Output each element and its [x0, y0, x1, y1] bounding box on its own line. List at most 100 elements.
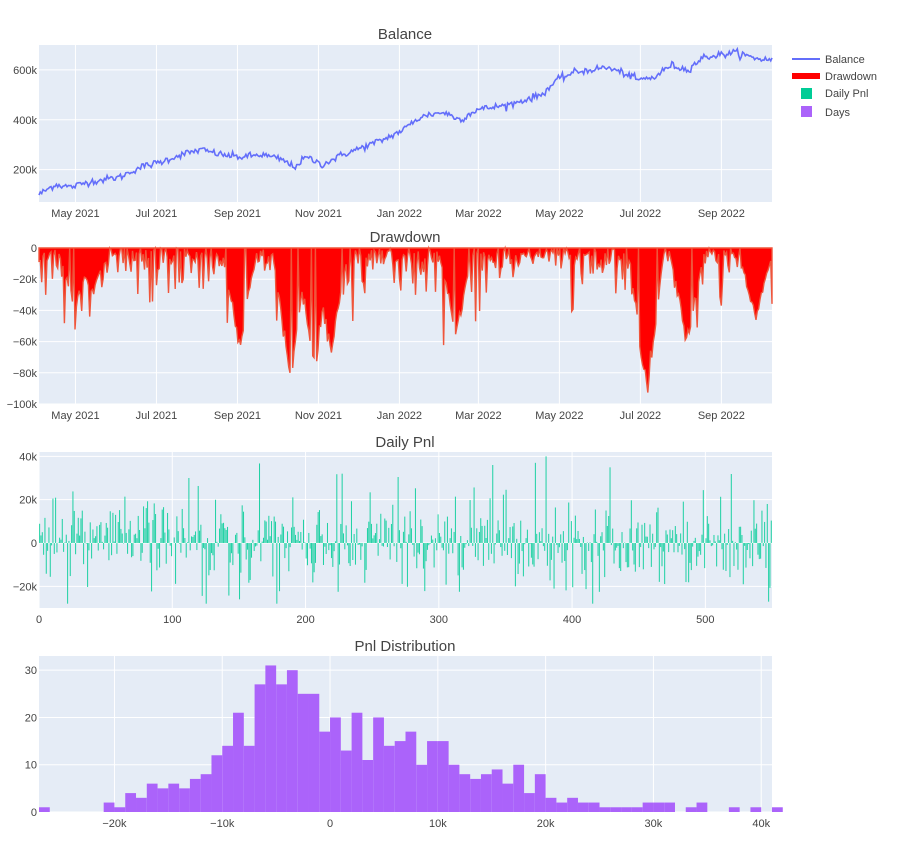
- daily-pnl-bar: [252, 539, 254, 543]
- daily-pnl-bar: [640, 543, 642, 548]
- daily-pnl-bar: [45, 543, 47, 574]
- drawdown-x-tick-label: Sep 2021: [214, 410, 261, 422]
- daily-pnl-bar: [404, 516, 406, 543]
- daily-pnl-bar: [48, 527, 50, 543]
- daily-pnl-bar: [510, 543, 512, 559]
- daily-pnl-bar: [630, 500, 632, 543]
- daily-pnl-bar: [306, 543, 309, 566]
- daily-pnl-bar: [589, 542, 591, 543]
- daily-pnl-bar: [157, 543, 159, 549]
- pnl-distribution-bar: [179, 788, 190, 812]
- daily-pnl-bar: [369, 492, 371, 543]
- daily-pnl-bar: [513, 523, 515, 543]
- daily-pnl-bar: [448, 543, 450, 554]
- daily-pnl-bar: [716, 543, 718, 567]
- pnl-distribution-bar: [728, 807, 740, 812]
- daily-pnl-bar: [538, 532, 540, 543]
- pnl-distribution-bar: [319, 731, 331, 812]
- daily-pnl-bar: [602, 543, 604, 551]
- daily-pnl-bar: [644, 522, 646, 543]
- daily-pnl-bar: [374, 533, 376, 543]
- daily-pnl-bar: [544, 543, 546, 551]
- daily-pnl-bar: [469, 500, 471, 543]
- daily-pnl-bar: [151, 543, 153, 592]
- balance-y-tick-label: 400k: [13, 115, 37, 127]
- daily-pnl-x-tick-label: 400: [563, 614, 581, 626]
- legend-item-balance[interactable]: Balance: [792, 54, 865, 66]
- daily-pnl-bar: [657, 507, 659, 543]
- daily-pnl-bar: [734, 542, 736, 543]
- balance-y-tick-label: 600k: [13, 65, 37, 77]
- daily-pnl-bar: [85, 543, 87, 544]
- daily-pnl-bar: [540, 541, 542, 543]
- legend-item-drawdown[interactable]: Drawdown: [792, 71, 877, 83]
- balance-plot-area: [39, 45, 772, 202]
- daily-pnl-bar: [104, 535, 106, 543]
- daily-pnl-bar: [334, 541, 336, 543]
- balance-x-tick-label: Jul 2021: [136, 208, 178, 220]
- daily-pnl-bar: [132, 543, 134, 557]
- daily-pnl-bar: [378, 539, 380, 543]
- daily-pnl-bar: [100, 522, 102, 543]
- daily-pnl-bar: [605, 510, 607, 543]
- daily-pnl-bar: [689, 543, 691, 563]
- daily-pnl-bar: [686, 521, 688, 543]
- daily-pnl-bar: [769, 543, 771, 588]
- daily-pnl-bar: [217, 543, 219, 547]
- daily-pnl-bar: [188, 477, 190, 543]
- daily-pnl-bar: [582, 536, 584, 543]
- daily-pnl-bar: [366, 528, 368, 543]
- daily-pnl-bar: [480, 518, 482, 543]
- daily-pnl-bar: [410, 528, 412, 543]
- daily-pnl-bar: [352, 543, 354, 560]
- daily-pnl-bar: [638, 543, 640, 568]
- daily-pnl-bar: [584, 543, 586, 571]
- daily-pnl-bar: [149, 543, 151, 563]
- daily-pnl-bar: [95, 536, 97, 543]
- daily-pnl-bar: [56, 543, 58, 553]
- pnl-distribution-bar: [567, 797, 578, 812]
- daily-pnl-bar: [581, 543, 583, 574]
- daily-pnl-bar: [167, 512, 169, 543]
- daily-pnl-bar: [309, 543, 311, 549]
- daily-pnl-bar: [465, 543, 467, 545]
- daily-pnl-bar: [240, 543, 242, 573]
- daily-pnl-ticks: 0 100 200 300 400 500 −20k 0 20k 40k: [13, 451, 715, 626]
- legend-item-daily-pnl[interactable]: Daily Pnl: [801, 88, 868, 100]
- pnl-distribution-x-tick-label: 20k: [537, 818, 555, 830]
- daily-pnl-bar: [488, 543, 490, 560]
- daily-pnl-bar: [76, 533, 78, 543]
- daily-pnl-bar: [193, 534, 195, 543]
- daily-pnl-bar: [304, 542, 306, 543]
- daily-pnl-bar: [453, 531, 455, 543]
- pnl-distribution-bar: [383, 745, 395, 812]
- daily-pnl-bar: [662, 543, 664, 552]
- daily-pnl-bar: [629, 528, 631, 543]
- daily-pnl-bar: [548, 533, 550, 543]
- pnl-distribution-bar: [685, 807, 697, 812]
- daily-pnl-bar: [75, 543, 77, 555]
- daily-pnl-bar: [418, 543, 420, 555]
- daily-pnl-bar: [338, 543, 340, 565]
- daily-pnl-bar: [462, 543, 464, 570]
- daily-pnl-bar: [141, 543, 143, 553]
- daily-pnl-bar: [370, 523, 372, 543]
- daily-pnl-bar: [191, 536, 193, 543]
- daily-pnl-bar: [432, 539, 434, 543]
- daily-pnl-bar: [72, 491, 74, 543]
- daily-pnl-bar: [437, 514, 439, 543]
- legend-item-days[interactable]: Days: [801, 106, 851, 119]
- pnl-distribution-bar: [351, 712, 363, 812]
- daily-pnl-bar: [512, 526, 514, 543]
- daily-pnl-bar: [620, 543, 622, 571]
- daily-pnl-bar: [288, 543, 290, 572]
- pnl-distribution-bar: [146, 783, 158, 812]
- daily-pnl-bar: [457, 543, 459, 576]
- daily-pnl-bar: [744, 543, 746, 546]
- daily-pnl-bar: [525, 538, 527, 543]
- daily-pnl-bar: [284, 543, 286, 559]
- daily-pnl-bar: [115, 514, 117, 543]
- daily-pnl-bar: [251, 543, 253, 558]
- daily-pnl-x-tick-label: 300: [430, 614, 448, 626]
- drawdown-x-tick-label: Jul 2022: [620, 410, 662, 422]
